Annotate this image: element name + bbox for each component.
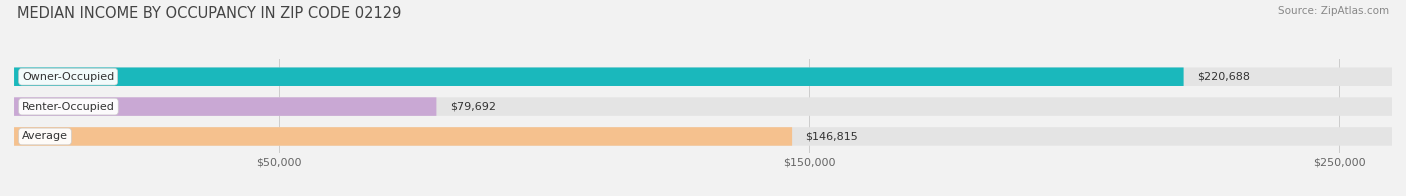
FancyBboxPatch shape [14, 97, 1392, 116]
Text: Average: Average [22, 132, 67, 142]
Text: Source: ZipAtlas.com: Source: ZipAtlas.com [1278, 6, 1389, 16]
FancyBboxPatch shape [14, 67, 1392, 86]
FancyBboxPatch shape [14, 97, 436, 116]
Text: MEDIAN INCOME BY OCCUPANCY IN ZIP CODE 02129: MEDIAN INCOME BY OCCUPANCY IN ZIP CODE 0… [17, 6, 401, 21]
Text: $146,815: $146,815 [806, 132, 858, 142]
Text: Renter-Occupied: Renter-Occupied [22, 102, 115, 112]
FancyBboxPatch shape [14, 67, 1184, 86]
Text: $220,688: $220,688 [1197, 72, 1250, 82]
FancyBboxPatch shape [14, 127, 792, 146]
Text: $79,692: $79,692 [450, 102, 496, 112]
Text: Owner-Occupied: Owner-Occupied [22, 72, 114, 82]
FancyBboxPatch shape [14, 127, 1392, 146]
